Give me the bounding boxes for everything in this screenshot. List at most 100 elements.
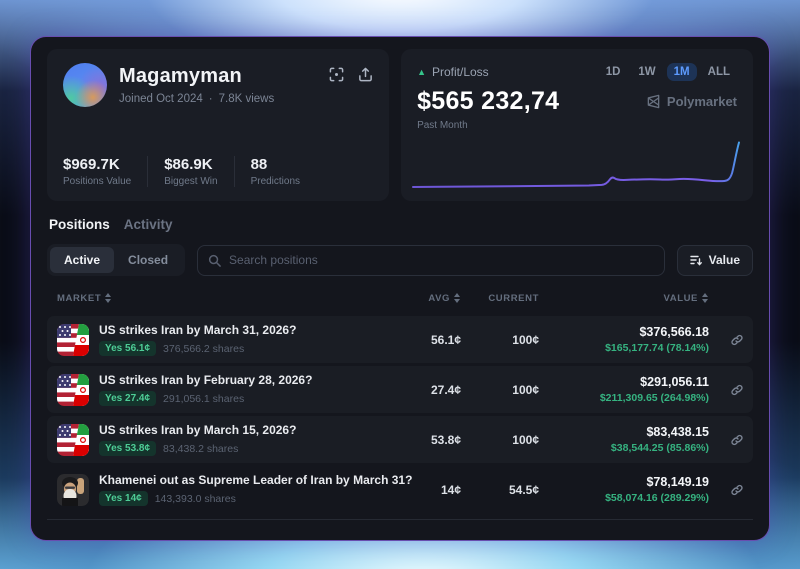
- profile-name: Magamyman: [119, 65, 242, 87]
- range-1w-button[interactable]: 1W: [631, 63, 662, 81]
- position-value: $376,566.18: [639, 325, 709, 339]
- polymarket-wordmark: Polymarket: [666, 94, 737, 109]
- khamenei-portrait-icon: [57, 473, 89, 506]
- market-text: US strikes Iran by March 15, 2026? Yes 5…: [99, 423, 296, 456]
- value-cell: $78,149.19 $58,074.16 (289.29%): [539, 475, 709, 504]
- us-iran-flags-icon: [57, 373, 89, 406]
- polymarket-logo-icon: [647, 94, 660, 109]
- outcome-badge: Yes 27.4¢: [99, 391, 157, 406]
- shares-count: 143,393.0 shares: [154, 492, 236, 505]
- market-cell: US strikes Iran by March 15, 2026? Yes 5…: [57, 423, 399, 456]
- sort-arrows-icon: [702, 293, 708, 303]
- market-subrow: Yes 56.1¢ 376,566.2 shares: [99, 341, 296, 356]
- position-gain: $38,544.25 (85.86%): [610, 442, 709, 454]
- range-1d-button[interactable]: 1D: [599, 63, 628, 81]
- market-link-icon[interactable]: [709, 434, 743, 446]
- search-box[interactable]: [197, 244, 665, 276]
- positions-controls: Active Closed Value: [47, 244, 753, 276]
- polymarket-brand: Polymarket: [646, 94, 737, 109]
- sort-arrows-icon: [105, 293, 112, 303]
- active-closed-toggle: Active Closed: [47, 244, 186, 276]
- market-title: US strikes Iran by March 31, 2026?: [99, 323, 297, 337]
- search-icon: [208, 254, 221, 267]
- current-price: 100¢: [512, 432, 539, 447]
- header-value[interactable]: VALUE: [539, 293, 709, 304]
- views-count: 7.8K views: [218, 93, 275, 105]
- stat-predictions: 88 Predictions: [233, 156, 316, 187]
- market-text: US strikes Iran by March 31, 2026? Yes 5…: [99, 323, 296, 356]
- search-input[interactable]: [229, 253, 654, 267]
- joined-date: Joined Oct 2024: [119, 93, 203, 105]
- section-tabs: Positions Activity: [49, 217, 751, 232]
- position-value: $83,438.15: [646, 425, 709, 439]
- sort-by-value-button[interactable]: Value: [676, 244, 753, 276]
- profile-header: Magamyman Joined Oct 2024 · 7.8K views: [63, 63, 373, 107]
- profile-actions: [329, 63, 373, 82]
- header-current[interactable]: CURRENT: [488, 292, 539, 304]
- stat-positions-value: $969.7K Positions Value: [63, 156, 132, 187]
- sort-arrows-icon: [454, 293, 460, 303]
- market-title: US strikes Iran by March 15, 2026?: [99, 423, 297, 437]
- position-gain: $211,309.65 (264.98%): [599, 392, 709, 404]
- avg-price: 27.4¢: [430, 382, 461, 397]
- market-cell: Khamenei out as Supreme Leader of Iran b…: [57, 473, 413, 506]
- position-row[interactable]: Khamenei out as Supreme Leader of Iran b…: [47, 466, 753, 513]
- shares-count: 83,438.2 shares: [163, 442, 239, 455]
- position-row[interactable]: US strikes Iran by March 15, 2026? Yes 5…: [47, 416, 753, 463]
- meta-separator: ·: [208, 93, 213, 105]
- scan-qr-icon[interactable]: [329, 67, 344, 82]
- range-all-button[interactable]: ALL: [701, 63, 737, 81]
- profile-card: Magamyman Joined Oct 2024 · 7.8K views: [47, 49, 390, 201]
- up-triangle-icon: ▲: [417, 67, 426, 77]
- time-range-selector: 1D 1W 1M ALL: [599, 63, 737, 81]
- share-icon[interactable]: [358, 67, 373, 82]
- avatar: [63, 63, 107, 107]
- market-text: Khamenei out as Supreme Leader of Iran b…: [99, 473, 413, 506]
- avg-price: 14¢: [440, 482, 461, 497]
- shares-count: 376,566.2 shares: [163, 342, 245, 355]
- shares-count: 291,056.1 shares: [163, 392, 245, 405]
- market-link-icon[interactable]: [709, 334, 743, 346]
- pnl-value-row: $565 232,74 Polymarket: [417, 87, 737, 116]
- current-price: 100¢: [512, 382, 539, 397]
- tab-activity[interactable]: Activity: [123, 217, 173, 232]
- profile-identity: Magamyman Joined Oct 2024 · 7.8K views: [119, 63, 317, 105]
- market-cell: US strikes Iran by February 28, 2026? Ye…: [57, 373, 399, 406]
- market-link-icon[interactable]: [709, 384, 743, 396]
- position-row[interactable]: US strikes Iran by March 31, 2026? Yes 5…: [47, 316, 753, 363]
- avg-price: 56.1¢: [430, 332, 461, 347]
- pnl-label: ▲ Profit/Loss: [417, 65, 489, 79]
- profile-meta: Joined Oct 2024 · 7.8K views: [119, 93, 317, 105]
- filter-active-button[interactable]: Active: [50, 247, 115, 273]
- pnl-card: ▲ Profit/Loss 1D 1W 1M ALL $565 232,74: [401, 49, 753, 201]
- tab-positions[interactable]: Positions: [49, 217, 110, 232]
- stat-biggest-win: $86.9K Biggest Win: [147, 156, 233, 187]
- position-gain: $58,074.16 (289.29%): [605, 492, 709, 504]
- table-bottom-divider: [47, 519, 753, 520]
- position-value: $291,056.11: [640, 375, 709, 389]
- market-subrow: Yes 14¢ 143,393.0 shares: [99, 491, 399, 506]
- top-cards: Magamyman Joined Oct 2024 · 7.8K views: [47, 49, 753, 201]
- position-gain: $165,177.74 (78.14%): [605, 342, 709, 354]
- market-title: Khamenei out as Supreme Leader of Iran b…: [99, 473, 413, 487]
- table-header: MARKET AVG CURRENT VALUE: [47, 286, 753, 310]
- market-cell: US strikes Iran by March 31, 2026? Yes 5…: [57, 323, 399, 356]
- position-value: $78,149.19: [646, 475, 709, 489]
- market-text: US strikes Iran by February 28, 2026? Ye…: [99, 373, 312, 406]
- pnl-amount: $565 232,74: [417, 87, 560, 115]
- us-iran-flags-icon: [57, 423, 89, 456]
- filter-closed-button[interactable]: Closed: [114, 247, 182, 273]
- header-market[interactable]: MARKET: [57, 293, 399, 304]
- position-row[interactable]: US strikes Iran by February 28, 2026? Ye…: [47, 366, 753, 413]
- value-cell: $376,566.18 $165,177.74 (78.14%): [539, 325, 709, 354]
- current-price: 54.5¢: [508, 482, 539, 497]
- outcome-badge: Yes 56.1¢: [99, 341, 157, 356]
- profile-panel: Magamyman Joined Oct 2024 · 7.8K views: [30, 36, 770, 541]
- us-iran-flags-icon: [57, 323, 89, 356]
- range-1m-button[interactable]: 1M: [666, 63, 697, 81]
- market-link-icon[interactable]: [709, 484, 743, 496]
- header-avg[interactable]: AVG: [399, 293, 461, 304]
- pnl-top-row: ▲ Profit/Loss 1D 1W 1M ALL: [417, 63, 737, 81]
- sort-icon: [689, 255, 702, 266]
